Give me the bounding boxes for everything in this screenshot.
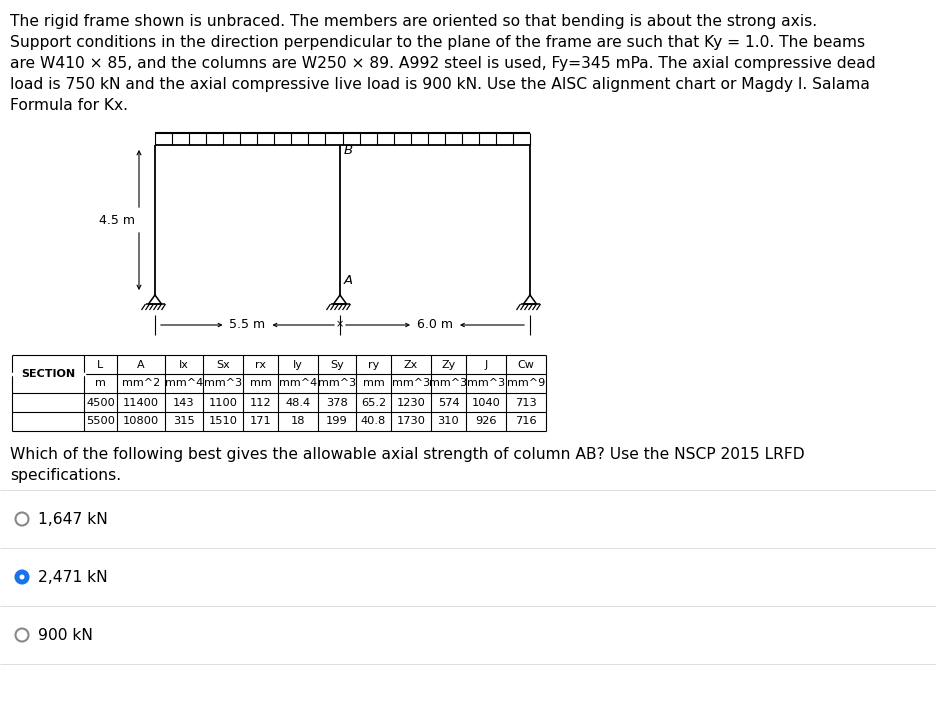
Text: 112: 112: [250, 398, 271, 408]
Text: 713: 713: [515, 398, 537, 408]
Text: 310: 310: [438, 417, 460, 427]
Text: 4500: 4500: [86, 398, 115, 408]
Text: The rigid frame shown is unbraced. The members are oriented so that bending is a: The rigid frame shown is unbraced. The m…: [10, 14, 817, 29]
Text: 1040: 1040: [472, 398, 501, 408]
Text: 143: 143: [173, 398, 195, 408]
Circle shape: [16, 628, 28, 641]
Text: 11400: 11400: [123, 398, 159, 408]
Text: 5500: 5500: [86, 417, 115, 427]
Circle shape: [16, 571, 28, 583]
Text: Zy: Zy: [442, 360, 456, 370]
Text: Sx: Sx: [216, 360, 230, 370]
Circle shape: [16, 513, 28, 526]
Text: rx: rx: [255, 360, 266, 370]
Text: 4.5 m: 4.5 m: [99, 214, 135, 227]
Text: Cw: Cw: [518, 360, 534, 370]
Text: specifications.: specifications.: [10, 468, 121, 483]
Text: 900 kN: 900 kN: [38, 628, 93, 643]
Text: Which of the following best gives the allowable axial strength of column AB? Use: Which of the following best gives the al…: [10, 447, 805, 462]
Text: 2,471 kN: 2,471 kN: [38, 570, 108, 584]
Text: mm^3: mm^3: [430, 378, 468, 388]
Text: mm: mm: [362, 378, 385, 388]
Text: 10800: 10800: [123, 417, 159, 427]
Text: 574: 574: [438, 398, 460, 408]
Text: ×: ×: [336, 320, 344, 330]
Text: L: L: [97, 360, 104, 370]
Text: 1230: 1230: [397, 398, 426, 408]
Text: ry: ry: [368, 360, 379, 370]
Text: mm: mm: [250, 378, 271, 388]
Text: Zx: Zx: [403, 360, 418, 370]
Text: load is 750 kN and the axial compressive live load is 900 kN. Use the AISC align: load is 750 kN and the axial compressive…: [10, 77, 870, 92]
Text: 65.2: 65.2: [361, 398, 386, 408]
Text: 1100: 1100: [209, 398, 238, 408]
Text: 1510: 1510: [209, 417, 238, 427]
Text: 378: 378: [326, 398, 348, 408]
Text: 315: 315: [173, 417, 195, 427]
Text: 1730: 1730: [397, 417, 426, 427]
Text: 18: 18: [291, 417, 305, 427]
Text: are W410 × 85, and the columns are W250 × 89. A992 steel is used, Fy=345 mPa. Th: are W410 × 85, and the columns are W250 …: [10, 56, 875, 71]
Text: mm^2: mm^2: [122, 378, 160, 388]
Text: mm^9: mm^9: [507, 378, 545, 388]
Text: 199: 199: [326, 417, 348, 427]
Text: SECTION: SECTION: [21, 369, 75, 379]
Text: B: B: [344, 144, 353, 157]
Text: mm^4: mm^4: [165, 378, 203, 388]
Text: 926: 926: [475, 417, 497, 427]
Text: mm^3: mm^3: [204, 378, 242, 388]
Text: Iy: Iy: [293, 360, 303, 370]
Text: mm^3: mm^3: [467, 378, 505, 388]
Text: J: J: [484, 360, 488, 370]
Text: mm^3: mm^3: [318, 378, 356, 388]
Text: mm^3: mm^3: [392, 378, 430, 388]
Text: 171: 171: [250, 417, 271, 427]
Text: A: A: [344, 275, 353, 287]
Text: m: m: [95, 378, 106, 388]
Text: 48.4: 48.4: [285, 398, 311, 408]
Text: mm^4: mm^4: [279, 378, 317, 388]
Text: Support conditions in the direction perpendicular to the plane of the frame are : Support conditions in the direction perp…: [10, 35, 865, 50]
Circle shape: [20, 574, 24, 579]
Text: 716: 716: [515, 417, 537, 427]
Text: 5.5 m: 5.5 m: [229, 318, 266, 332]
Text: Sy: Sy: [330, 360, 344, 370]
Text: Formula for Kx.: Formula for Kx.: [10, 98, 128, 113]
Text: A: A: [138, 360, 145, 370]
Text: Ix: Ix: [179, 360, 189, 370]
Text: 6.0 m: 6.0 m: [417, 318, 453, 332]
Text: 40.8: 40.8: [361, 417, 387, 427]
Text: 1,647 kN: 1,647 kN: [38, 511, 108, 526]
